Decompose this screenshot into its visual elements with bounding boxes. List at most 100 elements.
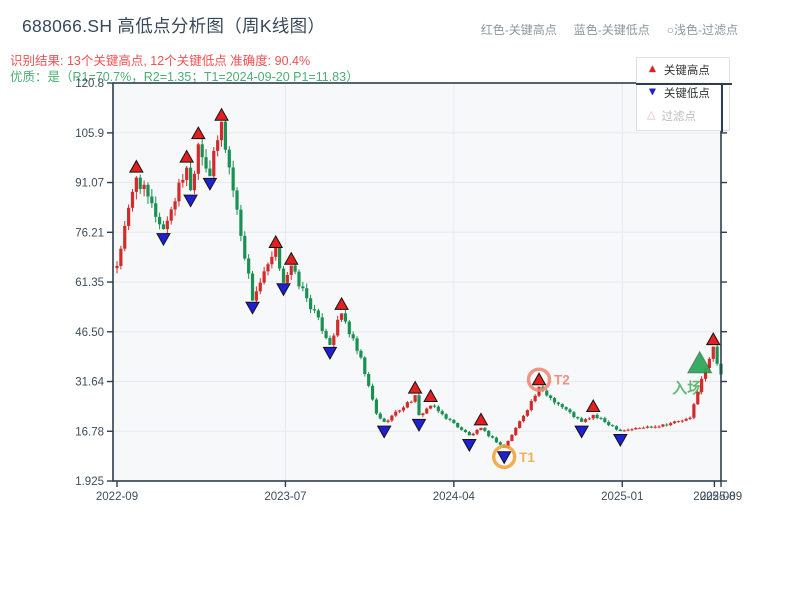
candle-body [146, 184, 150, 197]
candle-body [188, 167, 193, 191]
candle-body [208, 168, 212, 177]
candle-body [506, 440, 510, 448]
candle-body [254, 291, 258, 301]
candle-body [661, 424, 665, 427]
key-low-marker [156, 233, 171, 247]
candle-body [591, 414, 595, 419]
candle-body [634, 427, 638, 430]
candle-body [444, 414, 448, 419]
candle-body [355, 338, 359, 351]
candle-body [483, 427, 487, 431]
candle-body [703, 367, 708, 379]
y-tick-label: 16.78 [75, 426, 104, 438]
candle-body [196, 144, 200, 174]
candle-body [409, 401, 413, 403]
candle-body [580, 418, 584, 422]
key-high-marker [585, 398, 601, 413]
candle-body [398, 410, 402, 412]
key-high-marker [268, 234, 284, 248]
candle-body [324, 330, 328, 338]
candle-body [169, 209, 173, 221]
color-key-note: 红色-关键高点 蓝色-关键低点 ○浅色-过滤点 [481, 21, 738, 38]
candle-body [243, 235, 247, 259]
candle-body [247, 258, 251, 274]
candle-body [556, 402, 560, 405]
candle-body [219, 121, 224, 141]
chart-legend: ▲ 关键高点 ▼ 关键低点 △ 过滤点 [636, 57, 732, 132]
candle-body [316, 310, 320, 318]
candle-body [308, 298, 313, 310]
candle-body [378, 413, 382, 419]
candle-body [154, 203, 158, 217]
candle-body [374, 399, 379, 414]
legend-item-key-low: ▼ 关键低点 [637, 81, 729, 104]
blue-down-triangle-icon: ▼ [647, 86, 658, 98]
x-tick-label: 2024-04 [433, 491, 476, 503]
candle-body [336, 319, 340, 336]
candle-body [274, 246, 278, 257]
candle-body [572, 412, 576, 418]
candle-body [607, 421, 611, 426]
candle-body [626, 429, 630, 431]
candle-body [359, 350, 363, 358]
candle-body [696, 391, 700, 405]
y-tick-label: 76.21 [75, 227, 104, 239]
candle-body [649, 426, 653, 428]
candle-body [138, 177, 142, 190]
candle-body [223, 121, 228, 150]
candle-body [212, 150, 216, 177]
candle-body [250, 273, 255, 301]
candle-body [665, 424, 669, 426]
candle-body [432, 405, 437, 407]
candle-body [382, 418, 386, 422]
key-low-marker [612, 433, 628, 448]
candle-body [676, 421, 681, 423]
candle-body [289, 265, 293, 275]
x-tick-label: 2022-09 [96, 491, 138, 503]
candle-body [700, 378, 704, 392]
candle-body [262, 271, 266, 283]
key-high-marker [179, 149, 195, 163]
candle-body [177, 182, 181, 202]
key-low-marker [183, 194, 198, 208]
candle-body [568, 409, 572, 413]
candle-body [239, 209, 243, 236]
key-low-marker [322, 346, 338, 360]
candle-body [185, 167, 189, 180]
note-key-low: 蓝色-关键低点 [573, 23, 650, 37]
y-tick-label: 61.35 [75, 277, 104, 289]
candle-body [448, 418, 452, 420]
candle-body [672, 421, 677, 424]
candle-body [367, 373, 371, 386]
legend-label-key-high: 关键高点 [663, 64, 710, 77]
candle-body [297, 271, 301, 287]
key-low-marker [496, 451, 512, 465]
candle-body [192, 173, 197, 191]
candle-body [425, 408, 429, 414]
candle-body [216, 140, 220, 151]
x-tick-label: 2025-01 [601, 491, 643, 503]
x-tick-label: 2025-08 [693, 491, 735, 503]
candle-body [610, 425, 615, 427]
candle-body [266, 264, 270, 272]
candle-body [595, 414, 599, 419]
candle-body [518, 421, 522, 428]
candle-body [320, 317, 324, 331]
candle-body [618, 429, 622, 432]
candle-body [181, 179, 185, 183]
recognition-result: 识别结果: 13个关键高点, 12个关键低点 准确度: 90.4% [10, 54, 311, 68]
y-tick-label: 1.925 [75, 476, 104, 488]
candle-body [715, 346, 719, 364]
candle-body [669, 423, 673, 426]
candle-body [564, 407, 568, 410]
candle-body [641, 427, 646, 429]
red-up-triangle-icon: ▲ [647, 63, 658, 75]
candle-body [115, 265, 119, 269]
candle-body [552, 398, 557, 403]
candle-body [258, 282, 262, 292]
candle-body [456, 422, 460, 428]
candle-body [285, 274, 289, 283]
candle-body [429, 405, 433, 409]
candle-body [684, 418, 688, 421]
